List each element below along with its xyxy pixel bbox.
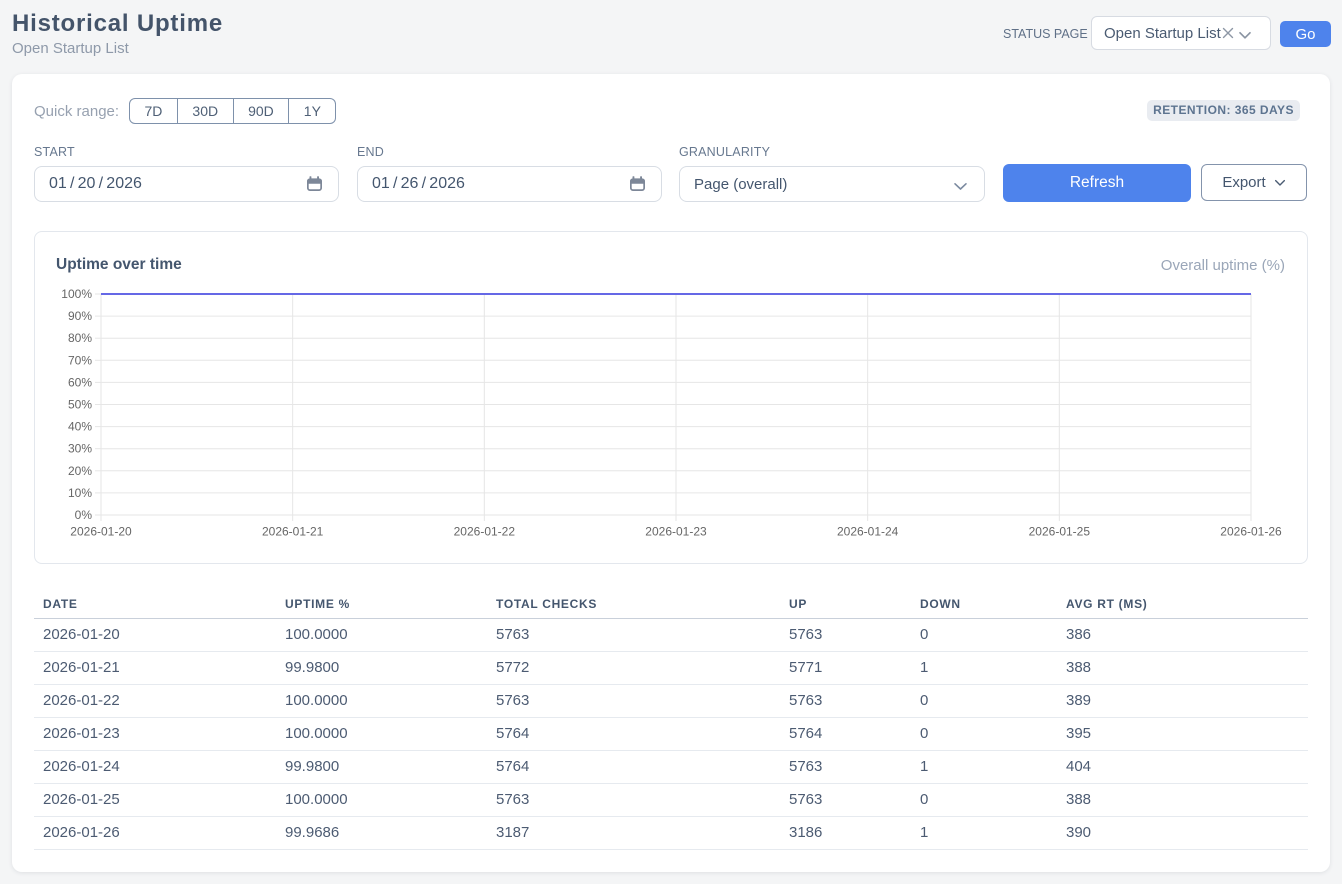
svg-text:70%: 70%: [68, 353, 92, 367]
svg-text:100%: 100%: [61, 287, 92, 301]
svg-text:2026-01-26: 2026-01-26: [1220, 525, 1282, 539]
svg-text:10%: 10%: [68, 486, 92, 500]
svg-text:2026-01-20: 2026-01-20: [70, 525, 132, 539]
svg-text:40%: 40%: [68, 420, 92, 434]
svg-text:2026-01-22: 2026-01-22: [454, 525, 516, 539]
svg-text:0%: 0%: [75, 508, 93, 522]
svg-text:20%: 20%: [68, 464, 92, 478]
svg-text:90%: 90%: [68, 309, 92, 323]
svg-text:60%: 60%: [68, 375, 92, 389]
svg-text:2026-01-24: 2026-01-24: [837, 525, 899, 539]
svg-text:2026-01-23: 2026-01-23: [645, 525, 707, 539]
svg-text:2026-01-25: 2026-01-25: [1029, 525, 1091, 539]
svg-text:80%: 80%: [68, 331, 92, 345]
svg-text:2026-01-21: 2026-01-21: [262, 525, 324, 539]
svg-text:30%: 30%: [68, 442, 92, 456]
svg-text:50%: 50%: [68, 398, 92, 412]
